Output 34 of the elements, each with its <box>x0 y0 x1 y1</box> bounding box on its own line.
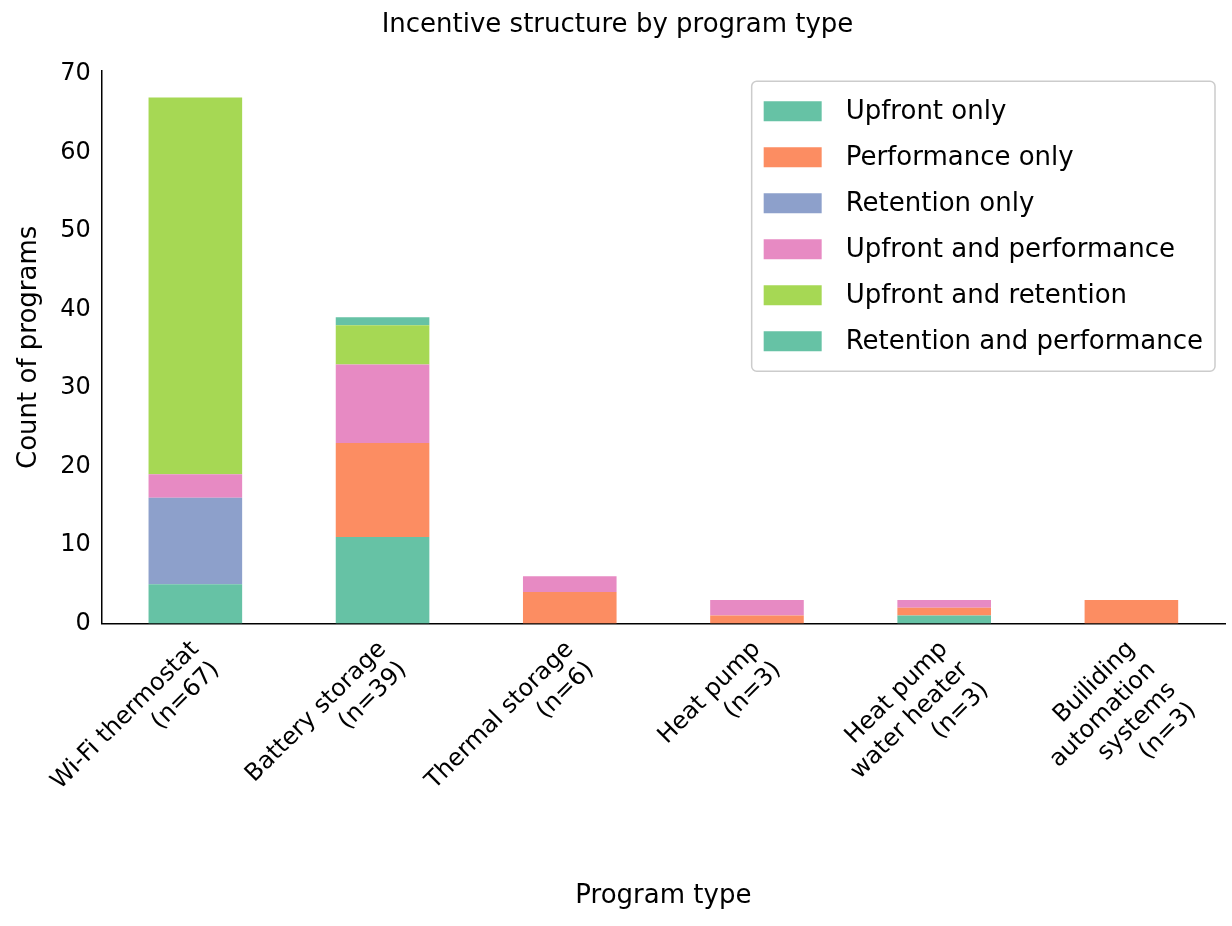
legend-label: Upfront and performance <box>845 232 1176 263</box>
bar <box>148 97 243 475</box>
y-tick-label: 20 <box>60 450 91 479</box>
y-tick-label: 50 <box>60 215 91 244</box>
chart-title: Incentive structure by program type <box>381 8 854 39</box>
bar <box>148 474 243 498</box>
y-tick-label: 0 <box>75 607 91 636</box>
bar <box>897 615 991 624</box>
bar <box>1084 599 1179 624</box>
legend-label: Retention and performance <box>845 324 1204 355</box>
bar <box>710 615 804 624</box>
legend-label: Retention only <box>845 186 1035 217</box>
bar <box>148 584 243 624</box>
y-axis-title: Count of programs <box>12 225 43 470</box>
legend-label: Upfront and retention <box>845 278 1128 309</box>
bar <box>335 442 430 538</box>
y-tick-label: 10 <box>60 529 91 558</box>
bar <box>897 607 991 616</box>
bar <box>335 364 430 443</box>
bar <box>522 592 617 624</box>
bar <box>522 576 617 593</box>
bar <box>335 325 430 365</box>
bar <box>148 497 243 585</box>
bar <box>710 599 804 616</box>
y-tick-label: 40 <box>60 293 91 322</box>
bar <box>335 317 430 326</box>
legend-label: Performance only <box>845 140 1074 171</box>
y-tick-label: 60 <box>60 136 91 165</box>
y-tick-label: 70 <box>60 58 91 87</box>
bar <box>897 599 991 608</box>
x-axis-title: Program type <box>575 879 752 910</box>
bar <box>335 537 430 624</box>
y-tick-label: 30 <box>60 372 91 401</box>
legend-label: Upfront only <box>845 94 1007 125</box>
